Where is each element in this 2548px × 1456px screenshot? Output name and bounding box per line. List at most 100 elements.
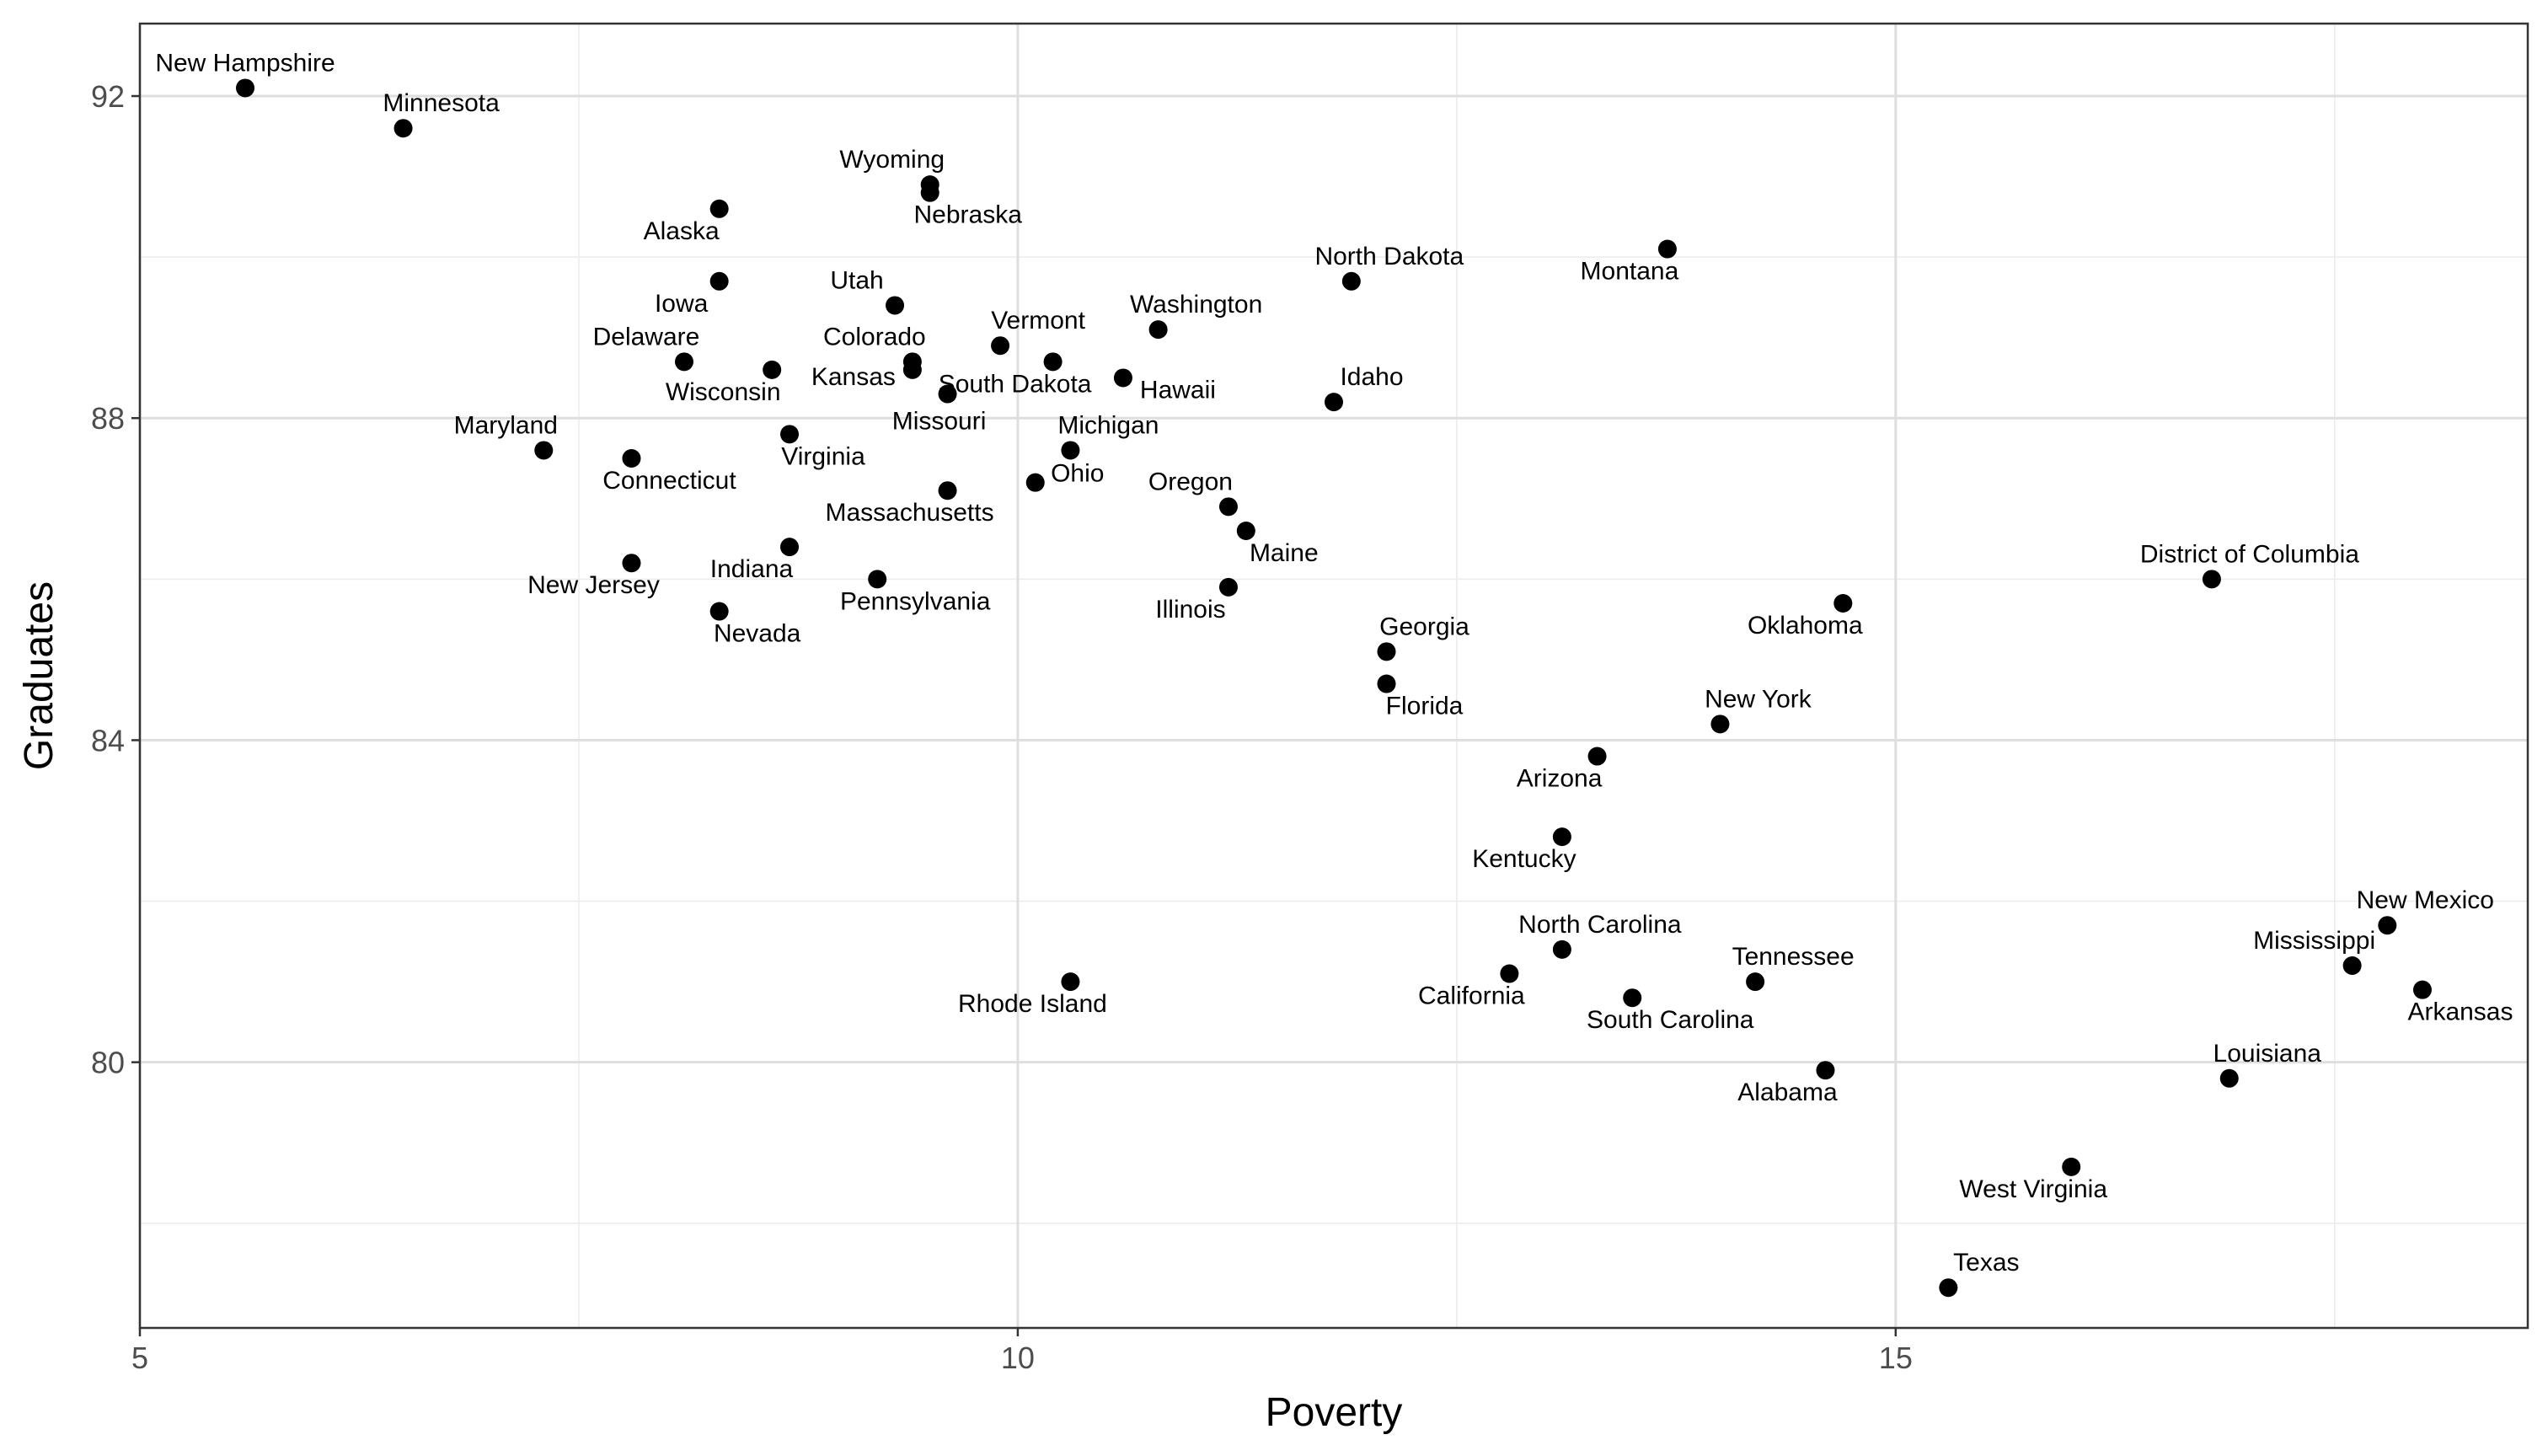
x-tick-label: 10 [1001, 1341, 1035, 1375]
point-label: New Mexico [2357, 886, 2494, 914]
y-axis: 80 84 88 92 [91, 79, 140, 1080]
point-label: Ohio [1051, 460, 1104, 488]
point-label: District of Columbia [2140, 540, 2359, 568]
data-point [1043, 352, 1063, 372]
data-point [763, 360, 782, 379]
point-label: Maine [1250, 539, 1319, 567]
data-point [674, 352, 693, 372]
point-label: Illinois [1155, 596, 1225, 624]
point-label: New Jersey [527, 571, 660, 599]
data-point [1816, 1061, 1835, 1080]
point-label: Indiana [710, 555, 794, 583]
data-point [1500, 964, 1519, 983]
data-point [2378, 916, 2397, 935]
point-label: Vermont [991, 307, 1085, 335]
point-label: Alabama [1737, 1079, 1838, 1106]
data-point [534, 441, 554, 460]
x-tick-label: 5 [131, 1341, 148, 1375]
point-label: Pennsylvania [840, 587, 991, 615]
grid-major [138, 24, 2528, 1328]
point-label: Hawaii [1140, 376, 1216, 404]
point-label: North Dakota [1314, 243, 1464, 270]
data-point [1833, 594, 1853, 613]
data-point [1552, 827, 1571, 847]
y-tick-label: 84 [91, 723, 125, 757]
point-label: Kansas [811, 363, 896, 391]
data-point [868, 570, 887, 589]
point-label: South Carolina [1587, 1006, 1754, 1034]
data-point [780, 538, 800, 557]
data-point [938, 384, 957, 404]
point-label: Texas [1953, 1249, 2019, 1277]
point-label: Idaho [1340, 363, 1403, 391]
data-point [2202, 570, 2221, 589]
point-label: Alaska [644, 217, 720, 245]
point-label: Oregon [1148, 468, 1233, 495]
point-label: New Hampshire [155, 49, 335, 77]
point-label: Oklahoma [1748, 612, 1863, 640]
data-point [709, 602, 729, 621]
point-label: Wisconsin [666, 378, 781, 406]
data-point [1218, 577, 1238, 597]
point-label: Missouri [892, 408, 987, 436]
point-label: Tennessee [1732, 943, 1855, 971]
data-point [920, 183, 939, 202]
data-point [1061, 972, 1080, 992]
data-point [938, 481, 957, 500]
point-label: Virginia [781, 442, 865, 470]
data-point [2062, 1157, 2081, 1176]
y-axis-title: Graduates [17, 581, 62, 770]
point-labels: New Hampshire Minnesota Wyoming Nebraska Ala… [155, 49, 2513, 1277]
point-label: Connecticut [602, 467, 736, 495]
point-label: Massachusetts [826, 499, 994, 527]
point-label: Wyoming [839, 146, 945, 174]
data-point [2342, 956, 2362, 975]
data-point [1113, 368, 1132, 388]
point-label: Washington [1130, 291, 1262, 318]
data-point [1218, 497, 1238, 517]
data-point [1025, 473, 1045, 492]
data-point [2219, 1068, 2239, 1088]
data-point [902, 360, 922, 379]
point-label: Louisiana [2213, 1040, 2322, 1068]
point-label: New York [1705, 685, 1812, 713]
point-label: Montana [1581, 258, 1679, 286]
data-point [1325, 393, 1343, 412]
point-label: Minnesota [383, 89, 500, 117]
point-label: Maryland [454, 411, 558, 439]
data-point [1377, 642, 1396, 661]
y-tick-label: 88 [91, 401, 125, 436]
data-points [236, 78, 2432, 1298]
panel-background [140, 24, 2528, 1328]
panel-border [138, 22, 2529, 1330]
point-label: Kentucky [1472, 845, 1576, 873]
data-point [1710, 715, 1730, 734]
point-label: Rhode Island [958, 990, 1107, 1018]
point-label: Nevada [714, 620, 801, 648]
data-point [1341, 271, 1361, 291]
data-point [780, 425, 800, 444]
point-label: California [1418, 982, 1525, 1010]
data-point [622, 554, 641, 573]
point-label: West Virginia [1959, 1175, 2107, 1203]
y-tick-label: 80 [91, 1046, 125, 1080]
x-tick-label: 15 [1879, 1341, 1913, 1375]
data-point [1377, 674, 1396, 693]
point-label: Colorado [823, 323, 926, 351]
y-tick-label: 92 [91, 79, 125, 114]
point-label: Utah [830, 266, 883, 294]
data-point [393, 119, 413, 138]
point-label: Mississippi [2253, 927, 2375, 955]
point-label: Georgia [1379, 613, 1469, 640]
data-point [886, 296, 905, 315]
point-label: Michigan [1057, 411, 1159, 439]
x-axis-title: Poverty [1266, 1390, 1403, 1435]
data-point [709, 199, 729, 218]
data-point [1587, 747, 1607, 766]
grid-minor [140, 24, 2528, 1328]
data-point [1236, 522, 1255, 540]
data-point [2412, 980, 2432, 999]
data-point [1061, 441, 1080, 460]
point-label: Iowa [655, 290, 709, 318]
